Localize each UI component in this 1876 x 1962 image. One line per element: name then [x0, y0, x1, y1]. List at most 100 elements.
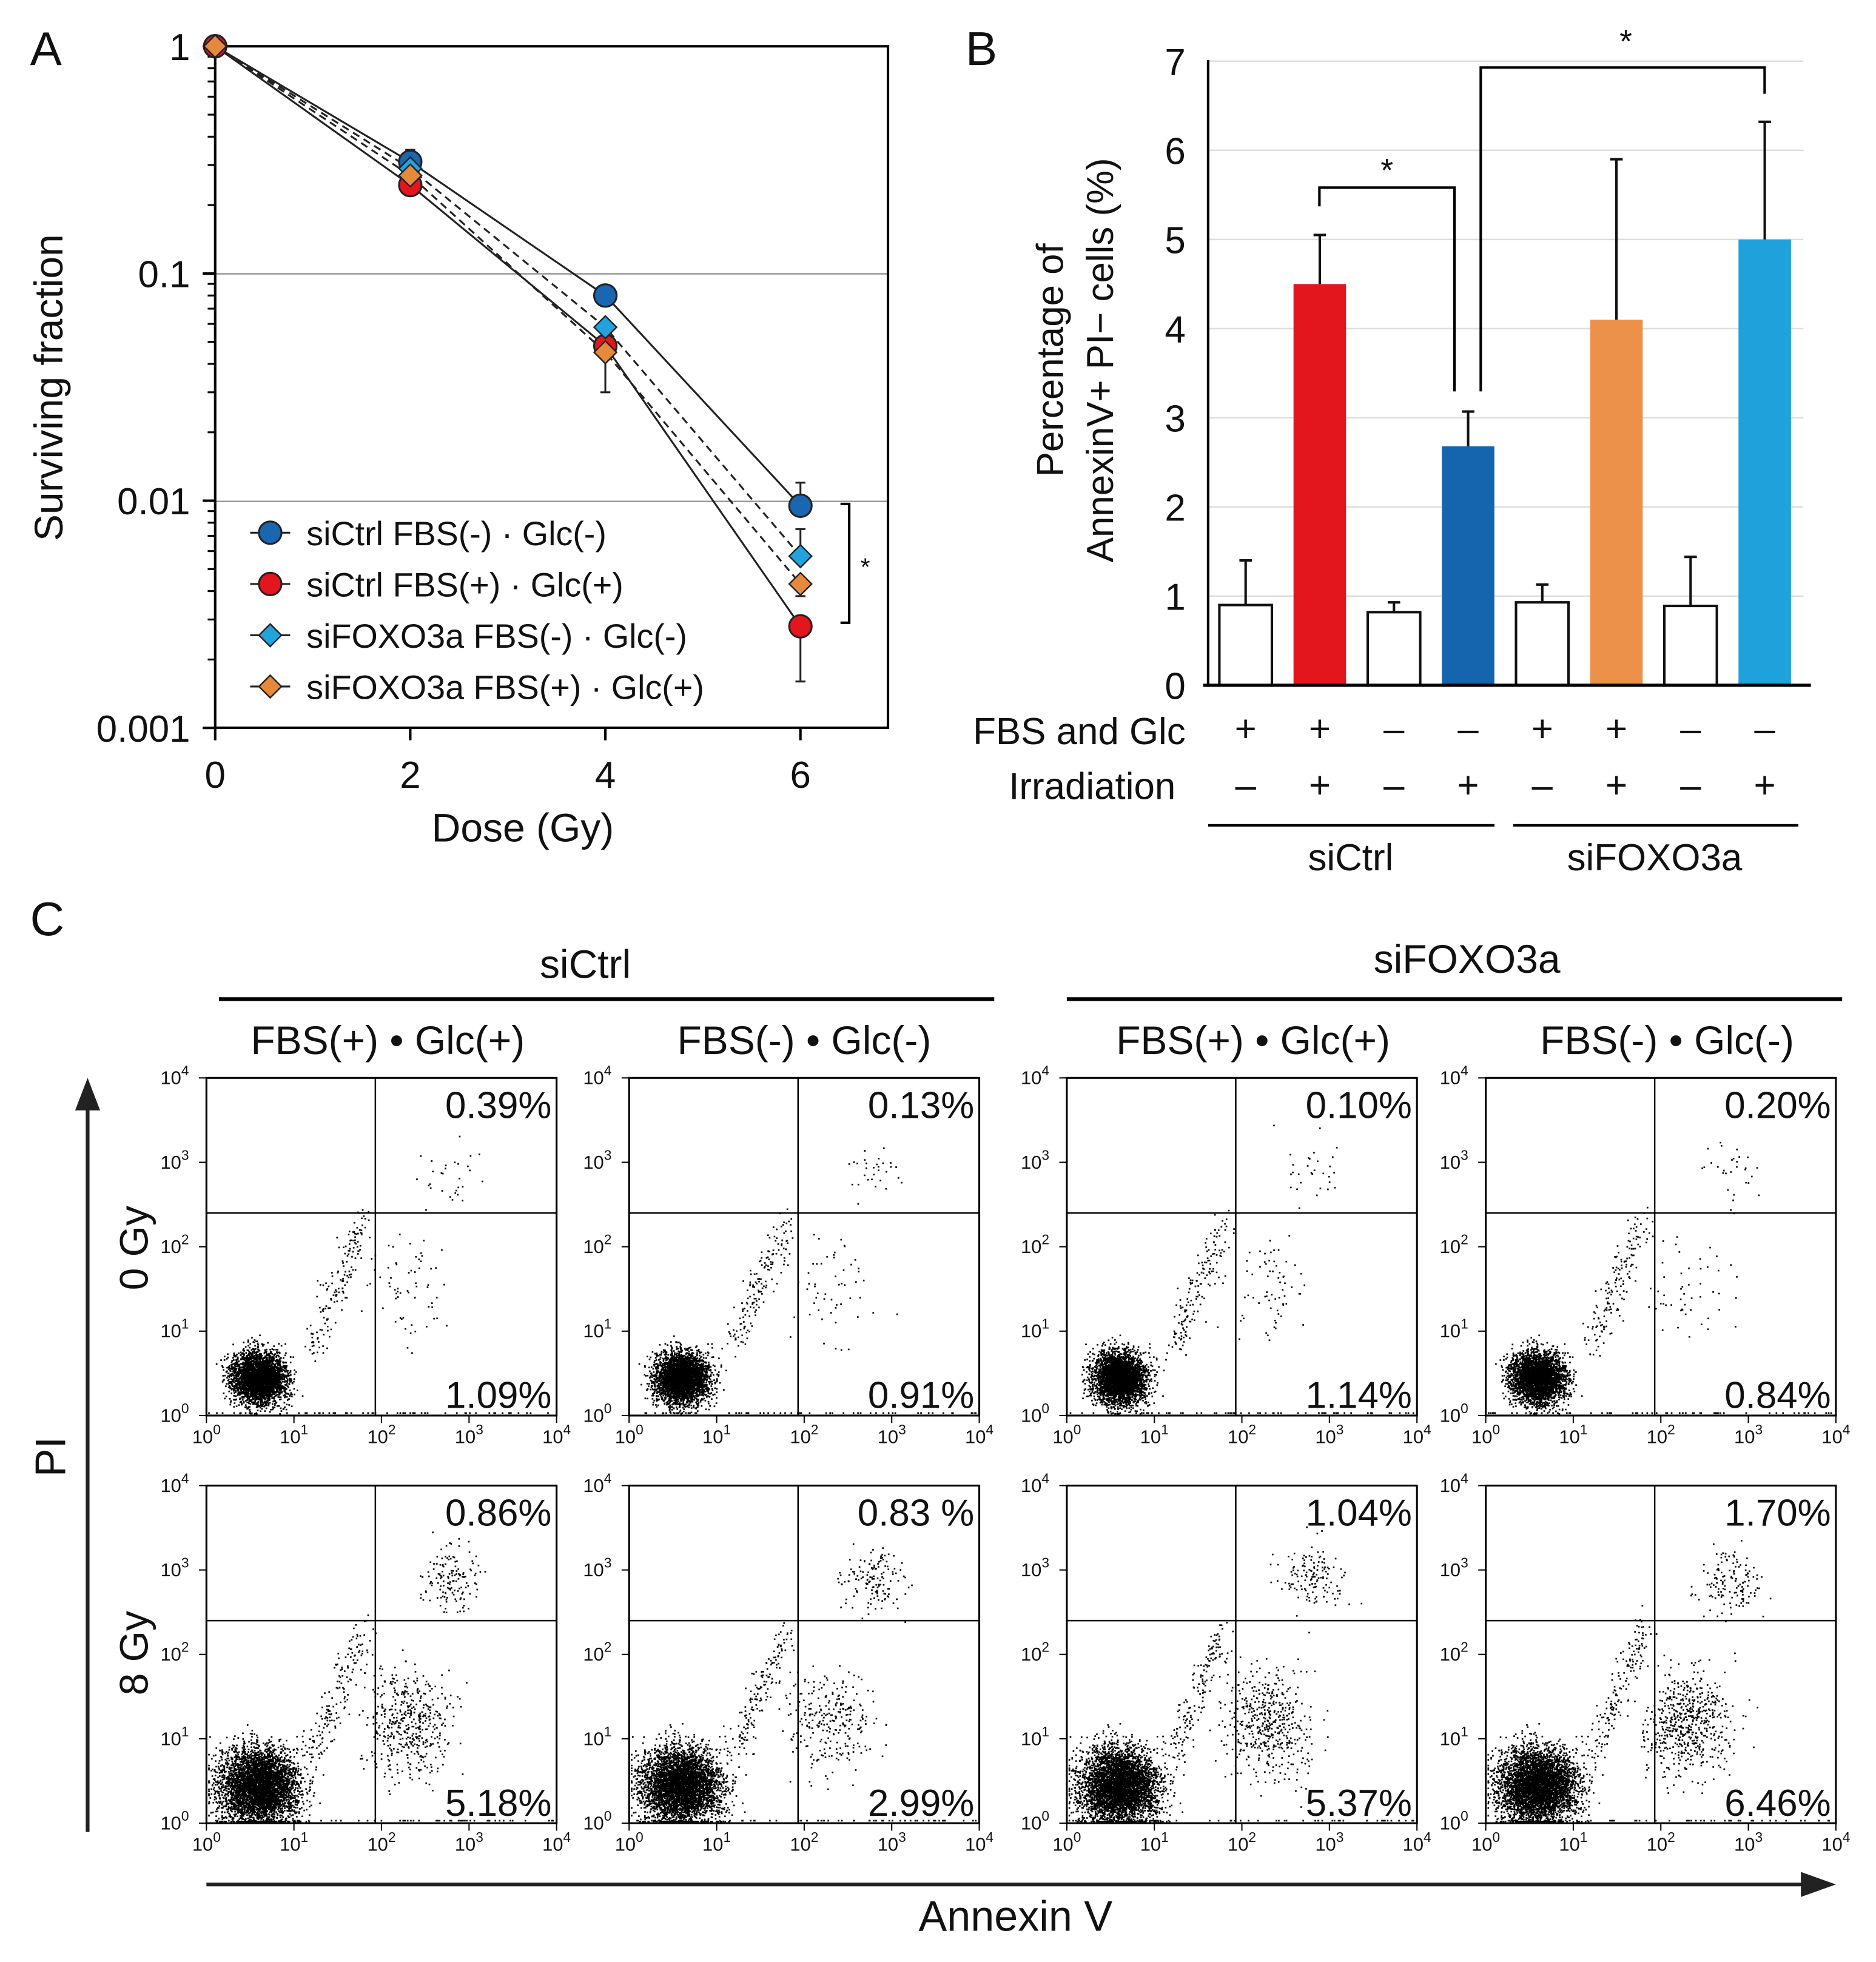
x-tick-label: 102: [1647, 1422, 1675, 1447]
significance-bracket: [840, 502, 851, 624]
x-tick-label: 104: [1821, 1422, 1850, 1447]
legend-label: siCtrl FBS(-) · Glc(-): [306, 515, 607, 553]
y-tick-label: 101: [1440, 1316, 1468, 1342]
condition-label: FBS(+) • Glc(+): [250, 1018, 525, 1063]
irradiation-sign: +: [1754, 764, 1776, 806]
y-tick-label: 104: [160, 1470, 189, 1496]
lower-right-percent: 0.91%: [868, 1375, 974, 1417]
x-tick-label: 103: [455, 1422, 483, 1447]
irradiation-sign: +: [1309, 764, 1331, 806]
bar: [1293, 284, 1346, 685]
data-point: [593, 315, 618, 340]
fbs-glc-sign: –: [1457, 708, 1479, 750]
scatter-dots: [631, 1543, 977, 1823]
scatter-dots: [208, 1135, 549, 1415]
bar: [1442, 446, 1494, 685]
row-label-irradiation: Irradiation: [1009, 766, 1175, 808]
y-tick-label: 104: [1440, 1470, 1468, 1496]
y-tick-label: 102: [1440, 1639, 1468, 1665]
y-tick-label: 104: [1021, 1063, 1049, 1088]
significance-star: *: [1380, 152, 1393, 189]
x-tick-label: 102: [367, 1829, 395, 1855]
upper-right-percent: 0.20%: [1724, 1084, 1831, 1126]
x-tick-label: 103: [1734, 1422, 1763, 1447]
y-tick-label: 104: [1021, 1470, 1049, 1496]
bar: [1366, 611, 1422, 687]
flow-cytometry-panel: siCtrl siFOXO3a FBS(+) • Glc(+) FBS(-) • …: [27, 936, 1850, 1940]
scatter-dots: [1068, 1526, 1414, 1823]
irradiation-sign: +: [1457, 764, 1479, 806]
x-tick-label: 102: [790, 1829, 818, 1855]
data-point: [398, 163, 423, 188]
x-tick-label: 101: [1140, 1422, 1169, 1447]
upper-right-percent: 1.70%: [1724, 1492, 1831, 1534]
y-tick-label: 7: [1165, 42, 1185, 84]
y-tick-label: 103: [583, 1554, 611, 1580]
y-tick-label: 101: [160, 1724, 189, 1749]
y-tick-label: 5: [1165, 220, 1185, 262]
y-tick-label: 103: [1021, 1147, 1049, 1172]
irradiation-sign: –: [1236, 764, 1257, 806]
y-tick-label: 0: [1165, 666, 1185, 708]
series-line: [214, 45, 801, 627]
group-label-sifoxo3a: siFOXO3a: [1374, 936, 1561, 981]
y-tick-label: 102: [1440, 1232, 1468, 1257]
x-tick-label: 103: [878, 1422, 906, 1447]
x-tick-label: 101: [702, 1422, 731, 1447]
y-tick-label: 101: [160, 1316, 189, 1342]
data-point: [788, 493, 813, 519]
y-tick-label: 102: [1021, 1232, 1049, 1257]
x-tick-label: 102: [1228, 1422, 1256, 1447]
x-tick-label: 101: [280, 1422, 308, 1447]
x-tick-label: 104: [1403, 1829, 1431, 1855]
scatter-dots: [1488, 1141, 1832, 1415]
upper-right-percent: 0.39%: [445, 1084, 551, 1126]
data-point: [203, 33, 228, 59]
x-tick-label: 104: [542, 1829, 571, 1855]
significance-bracket: [1318, 186, 1456, 392]
plot-frame: [213, 45, 890, 730]
condition-label: FBS(-) • Glc(-): [1540, 1018, 1794, 1063]
legend: siCtrl FBS(-) · Glc(-) siCtrl FBS(+) · Gl…: [250, 515, 704, 707]
row-label-fbs-glc: FBS and Glc: [973, 711, 1186, 753]
x-tick-label: 103: [1315, 1422, 1343, 1447]
y-tick-label: 6: [1165, 131, 1185, 173]
bar: [1515, 601, 1570, 687]
y-tick-label: 100: [160, 1808, 189, 1833]
y-tick-label: 104: [583, 1063, 611, 1088]
y-tick-label: 100: [1440, 1808, 1468, 1833]
x-tick-label: 100: [615, 1829, 644, 1855]
group-label-sifoxo3a: siFOXO3a: [1567, 837, 1743, 879]
y-tick-label: 100: [1440, 1400, 1468, 1426]
data-point: [788, 571, 813, 597]
y-tick-label: 102: [583, 1232, 611, 1257]
scatter-dots: [638, 1147, 977, 1415]
x-tick-label: 100: [1052, 1422, 1081, 1447]
data-point: [788, 614, 813, 639]
lower-right-percent: 5.37%: [1306, 1782, 1412, 1824]
y-tick-label: 104: [583, 1470, 611, 1496]
y-axis-title: Surviving fraction: [26, 234, 71, 541]
x-tick-label: 101: [1559, 1422, 1587, 1447]
lower-right-percent: 1.09%: [445, 1375, 551, 1417]
upper-right-percent: 0.83 %: [858, 1492, 975, 1534]
y-tick-label: 0.001: [96, 708, 190, 750]
fbs-glc-sign: –: [1754, 708, 1775, 750]
y-tick-label: 100: [1021, 1400, 1049, 1426]
y-tick-label: 100: [583, 1400, 611, 1426]
y-axis-title-line2: AnnexinV+ PI− cells (%): [1080, 158, 1121, 562]
series-line: [214, 45, 801, 506]
arrow-head-icon: [75, 1078, 101, 1110]
data-point: [258, 623, 283, 648]
bar: [1218, 603, 1274, 687]
fbs-glc-sign: +: [1235, 708, 1257, 750]
x-tick-label: 2: [400, 754, 420, 796]
fbs-glc-sign: +: [1605, 708, 1627, 750]
x-tick-label: 103: [1315, 1829, 1343, 1855]
y-tick-label: 103: [160, 1554, 189, 1580]
